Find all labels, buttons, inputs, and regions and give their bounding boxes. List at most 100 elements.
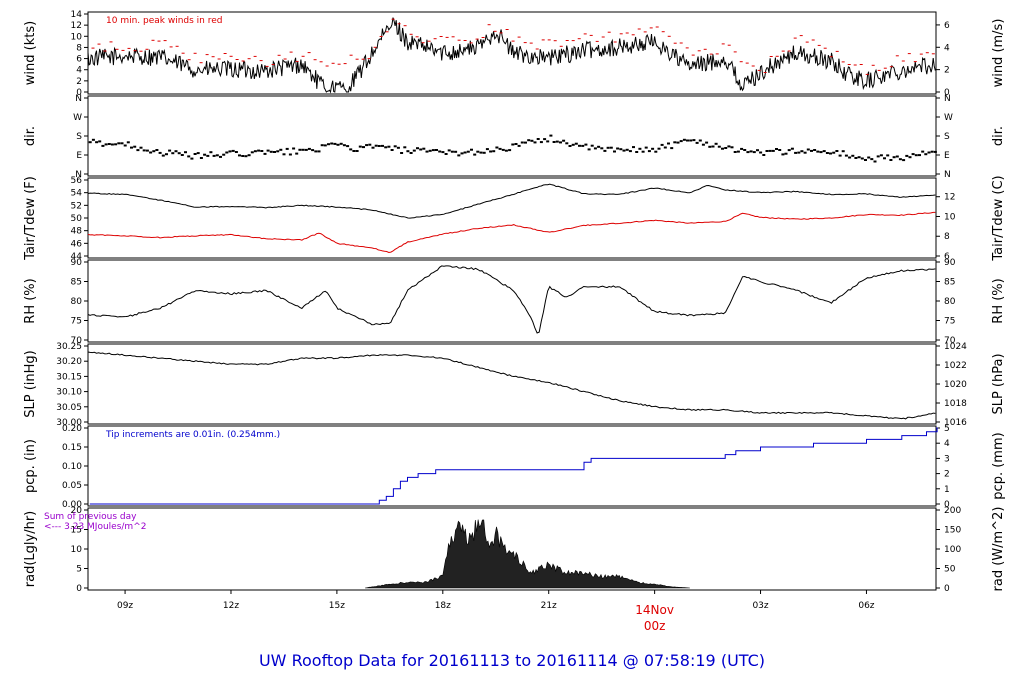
scatter-point (269, 150, 273, 153)
scatter-point (584, 143, 588, 146)
y-tick-label: 6 (76, 55, 82, 65)
scatter-point (428, 149, 432, 152)
scatter-point (651, 147, 655, 150)
scatter-point (263, 152, 267, 155)
scatter-point (854, 157, 858, 159)
y-axis-title: RH (%) (23, 278, 38, 323)
scatter-point (711, 145, 715, 148)
scatter-point (733, 151, 737, 153)
scatter-point (431, 149, 435, 152)
scatter-point (187, 155, 191, 158)
scatter-point (473, 153, 477, 156)
x-tick-label: 03z (752, 601, 768, 611)
scatter-point (161, 154, 165, 157)
scatter-point (349, 148, 353, 151)
y-tick-label: 30.25 (56, 342, 82, 352)
scatter-point (120, 142, 124, 145)
y-tick-label: 52 (71, 201, 82, 211)
y-axis-title: SLP (inHg) (23, 350, 38, 418)
x-tick-label: 06z (858, 601, 874, 611)
y2-tick-label: 1020 (944, 380, 967, 390)
scatter-point (409, 152, 413, 154)
scatter-point (663, 146, 667, 149)
scatter-point (203, 153, 207, 156)
scatter-point (190, 157, 194, 160)
y-tick-label: 14 (71, 10, 83, 20)
scatter-point (635, 151, 639, 153)
y-tick-label: 0 (76, 88, 82, 98)
y2-tick-label: 4 (944, 43, 950, 53)
scatter-point (374, 144, 378, 147)
scatter-point (457, 154, 461, 157)
scatter-point (292, 147, 296, 150)
y-axis-title: Tair/Tdew (F) (23, 176, 38, 261)
scatter-point (219, 155, 222, 158)
scatter-point (841, 150, 845, 153)
y-tick-label: 12 (71, 21, 82, 31)
date-marker-hour: 00z (644, 619, 666, 633)
y2-tick-label: 2 (944, 66, 950, 76)
y-tick-label: 0.00 (62, 500, 82, 510)
scatter-point (670, 147, 674, 150)
scatter-point (495, 146, 499, 149)
scatter-point (825, 152, 829, 154)
scatter-point (895, 155, 899, 158)
scatter-point (107, 143, 111, 145)
scatter-point (91, 138, 95, 141)
scatter-point (520, 141, 524, 144)
scatter-point (304, 148, 308, 151)
y2-axis-title: RH (%) (991, 278, 1006, 323)
scatter-point (228, 150, 232, 153)
x-tick-label: 21z (541, 601, 557, 611)
scatter-point (396, 146, 400, 149)
scatter-point (524, 141, 527, 144)
y-tick-label: 30.20 (56, 357, 82, 367)
y2-tick-label: 1024 (944, 342, 967, 352)
scatter-point (365, 144, 369, 147)
scatter-point (606, 146, 610, 149)
scatter-point (686, 139, 689, 142)
y2-tick-label: 50 (944, 565, 956, 575)
scatter-point (730, 146, 734, 149)
series-line (87, 17, 936, 94)
scatter-point (879, 154, 883, 157)
scatter-point (501, 148, 505, 151)
y2-axis-title: pcp. (mm) (991, 432, 1006, 499)
scatter-point (476, 150, 480, 153)
scatter-point (657, 147, 661, 150)
y2-tick-label: 90 (944, 258, 956, 268)
scatter-point (145, 149, 149, 152)
scatter-point (136, 149, 140, 152)
scatter-point (695, 141, 699, 144)
scatter-point (463, 151, 467, 154)
scatter-point (403, 146, 407, 149)
scatter-point (864, 159, 867, 161)
scatter-point (736, 150, 740, 153)
scatter-point (288, 153, 292, 156)
scatter-point (632, 146, 635, 149)
panel-annotation: 10 min. peak winds in red (106, 16, 223, 26)
y2-tick-label: N (944, 170, 951, 180)
scatter-point (295, 152, 299, 155)
scatter-point (155, 149, 159, 151)
y2-axis-title: dir. (991, 126, 1006, 146)
scatter-point (844, 154, 848, 157)
scatter-point (527, 139, 531, 142)
scatter-point (416, 147, 419, 150)
scatter-point (908, 156, 912, 159)
y-tick-label: 4 (76, 66, 82, 76)
scatter-point (857, 156, 861, 159)
y-tick-label: 46 (71, 239, 83, 249)
scatter-point (298, 148, 302, 151)
y2-tick-label: S (944, 132, 950, 142)
scatter-point (835, 150, 839, 152)
scatter-point (435, 149, 438, 151)
scatter-point (301, 148, 305, 151)
scatter-point (504, 149, 508, 152)
y2-tick-label: 0 (944, 88, 950, 98)
y2-tick-label: 0 (944, 584, 950, 594)
y2-tick-label: N (944, 94, 951, 104)
y-tick-label: W (73, 113, 82, 123)
scatter-point (314, 150, 318, 153)
